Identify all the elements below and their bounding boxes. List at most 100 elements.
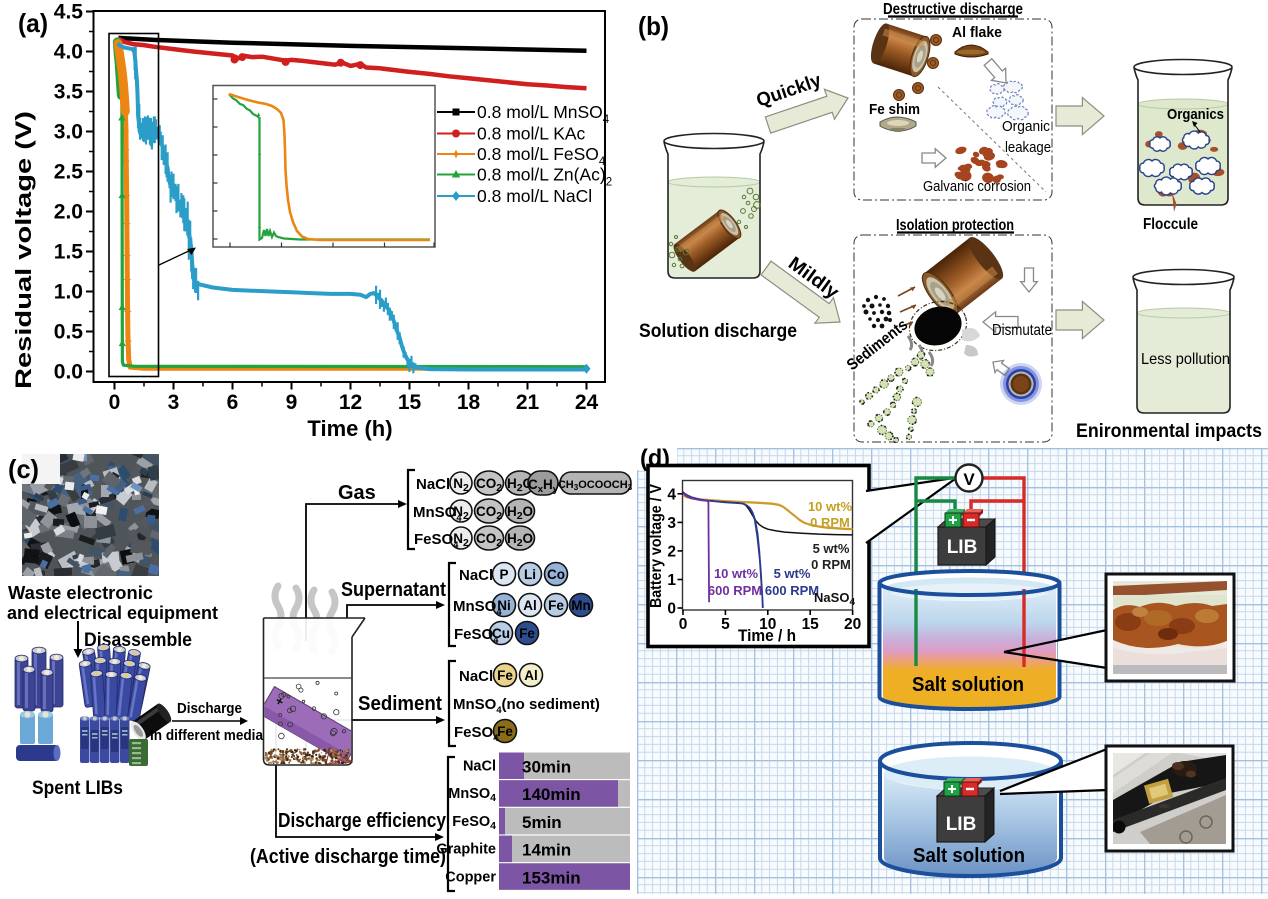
svg-text:Galvanic corrosion: Galvanic corrosion: [923, 179, 1031, 195]
svg-text:6: 6: [227, 391, 239, 414]
svg-text:Cu: Cu: [492, 626, 510, 641]
svg-text:MnSO4(no sediment): MnSO4(no sediment): [453, 696, 600, 715]
svg-text:FeSO4: FeSO4: [414, 531, 459, 550]
svg-text:(c): (c): [8, 454, 39, 484]
svg-text:24: 24: [575, 391, 599, 414]
svg-text:Time (h): Time (h): [307, 416, 392, 441]
svg-text:-: -: [336, 742, 347, 757]
svg-text:2.5: 2.5: [54, 161, 84, 184]
svg-text:140min: 140min: [522, 785, 581, 804]
svg-text:0: 0: [679, 616, 688, 633]
svg-text:Graphite: Graphite: [436, 842, 496, 858]
svg-text:1: 1: [667, 572, 676, 589]
svg-text:Fe: Fe: [497, 724, 513, 739]
svg-text:0: 0: [109, 391, 121, 414]
svg-text:0.8 mol/L NaCl: 0.8 mol/L NaCl: [477, 186, 592, 206]
svg-text:Isolation protection: Isolation protection: [896, 217, 1014, 234]
svg-text:10 wt%: 10 wt%: [714, 566, 759, 581]
svg-text:FeSO4: FeSO4: [454, 724, 499, 743]
svg-text:CH3OCOOCH3: CH3OCOOCH3: [558, 479, 633, 492]
svg-text:CO2: CO2: [476, 531, 502, 549]
svg-text:(a): (a): [18, 8, 48, 38]
svg-text:0.0: 0.0: [54, 361, 83, 384]
svg-text:Organics: Organics: [1167, 106, 1224, 123]
svg-text:Mn: Mn: [571, 598, 591, 613]
svg-text:21: 21: [516, 391, 540, 414]
svg-text:18: 18: [457, 391, 481, 414]
svg-text:Floccule: Floccule: [1143, 216, 1198, 233]
svg-text:15: 15: [802, 616, 820, 633]
svg-text:Dismutate: Dismutate: [992, 322, 1052, 339]
svg-text:Fe: Fe: [519, 626, 535, 641]
svg-text:(Active discharge time): (Active discharge time): [250, 846, 446, 868]
svg-text:1.0: 1.0: [54, 281, 83, 304]
svg-text:0 RPM: 0 RPM: [810, 515, 850, 530]
svg-text:Solution discharge: Solution discharge: [639, 321, 797, 342]
svg-text:1.5: 1.5: [54, 241, 84, 264]
svg-text:4: 4: [667, 486, 676, 503]
svg-text:MnSO4: MnSO4: [453, 598, 502, 617]
svg-text:NaCl: NaCl: [463, 759, 496, 775]
svg-text:10 wt%: 10 wt%: [808, 499, 853, 514]
svg-text:N2: N2: [453, 476, 469, 494]
svg-text:30min: 30min: [522, 758, 571, 777]
svg-text:153min: 153min: [522, 868, 581, 887]
svg-text:Waste electronic: Waste electronic: [8, 583, 153, 603]
svg-text:FeSO4: FeSO4: [452, 814, 496, 832]
svg-text:N2: N2: [453, 504, 469, 522]
svg-text:H2O: H2O: [507, 531, 533, 549]
svg-text:Discharge: Discharge: [177, 700, 242, 717]
svg-text:H2O: H2O: [507, 504, 533, 522]
svg-text:CO2: CO2: [476, 476, 502, 494]
svg-text:FeSO4: FeSO4: [454, 626, 499, 645]
svg-text:NaCl: NaCl: [459, 668, 493, 685]
svg-text:Enironmental impacts: Enironmental impacts: [1076, 420, 1262, 442]
svg-text:P: P: [499, 567, 508, 582]
svg-text:2.0: 2.0: [54, 201, 83, 224]
svg-text:2: 2: [667, 543, 676, 560]
svg-text:0.8 mol/L KAc: 0.8 mol/L KAc: [477, 124, 586, 144]
svg-text:Fe: Fe: [548, 598, 564, 613]
svg-text:Destructive discharge: Destructive discharge: [883, 1, 1023, 18]
svg-text:In different media: In different media: [150, 727, 264, 744]
svg-text:Co: Co: [547, 567, 565, 582]
svg-text:LIB: LIB: [946, 814, 977, 835]
svg-text:4.5: 4.5: [54, 1, 84, 24]
svg-text:Al flake: Al flake: [952, 24, 1002, 41]
svg-text:NaCl: NaCl: [459, 567, 493, 584]
svg-text:Residual voltage (V): Residual voltage (V): [11, 111, 36, 389]
svg-text:Discharge efficiency: Discharge efficiency: [278, 810, 447, 832]
svg-text:20: 20: [844, 616, 861, 633]
svg-text:5 wt%: 5 wt%: [813, 541, 850, 556]
svg-text:5min: 5min: [522, 813, 562, 832]
svg-text:Ni: Ni: [497, 598, 511, 613]
svg-text:Al: Al: [523, 598, 537, 613]
svg-text:5: 5: [721, 616, 730, 633]
svg-text:Gas: Gas: [338, 482, 376, 504]
svg-text:V: V: [963, 470, 975, 489]
svg-text:15: 15: [398, 391, 422, 414]
svg-text:0: 0: [667, 601, 676, 618]
svg-text:3.0: 3.0: [54, 121, 83, 144]
svg-text:Li: Li: [524, 567, 536, 582]
svg-text:14min: 14min: [522, 841, 571, 860]
svg-text:Battery voltage / V: Battery voltage / V: [648, 484, 665, 608]
svg-text:N2: N2: [453, 531, 469, 549]
svg-text:and electrical equipment: and electrical equipment: [7, 603, 218, 623]
svg-text:5 wt%: 5 wt%: [774, 566, 811, 581]
svg-text:Copper: Copper: [445, 869, 496, 885]
svg-text:leakage: leakage: [1005, 140, 1051, 156]
svg-text:Salt solution: Salt solution: [913, 845, 1025, 867]
svg-text:CO2: CO2: [476, 504, 502, 522]
svg-text:12: 12: [339, 391, 362, 414]
svg-text:Sediment: Sediment: [358, 693, 442, 715]
svg-text:3: 3: [667, 515, 676, 532]
svg-text:MnSO4: MnSO4: [413, 504, 462, 523]
svg-text:Al: Al: [524, 668, 538, 683]
svg-text:4.0: 4.0: [54, 41, 83, 64]
svg-text:Disassemble: Disassemble: [84, 630, 192, 651]
svg-text:Spent LIBs: Spent LIBs: [32, 777, 123, 799]
svg-text:3.5: 3.5: [54, 81, 84, 104]
svg-text:Supernatant: Supernatant: [341, 579, 446, 601]
svg-text:NaCl: NaCl: [416, 476, 450, 493]
